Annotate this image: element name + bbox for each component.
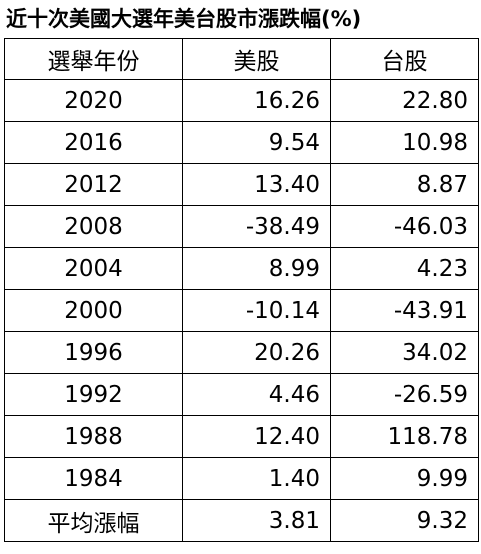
table-cell: 1.40 [182, 457, 331, 500]
table-row: 2012 13.40 8.87 [4, 163, 479, 206]
table-cell: -46.03 [330, 205, 479, 248]
header-cell: 選舉年份 [4, 38, 183, 80]
table-cell: 13.40 [182, 163, 331, 206]
table-cell: 9.54 [182, 121, 331, 164]
table-cell: 34.02 [330, 331, 479, 374]
table-cell: 118.78 [330, 415, 479, 458]
table-cell: 2012 [4, 163, 183, 206]
table-row: 1996 20.26 34.02 [4, 331, 479, 374]
table-cell: 2016 [4, 121, 183, 164]
table-row: 2000 -10.14 -43.91 [4, 289, 479, 332]
table-row: 1992 4.46 -26.59 [4, 373, 479, 416]
table-row: 2004 8.99 4.23 [4, 247, 479, 290]
table-body: 2020 16.26 22.80 2016 9.54 10.98 2012 13.40 8.87… [4, 79, 479, 542]
table-row: 2020 16.26 22.80 [4, 79, 479, 122]
table-cell: 2020 [4, 79, 183, 122]
table-cell: 8.87 [330, 163, 479, 206]
table-cell: 3.81 [182, 499, 331, 542]
table-row: 1984 1.40 9.99 [4, 457, 479, 500]
table-cell: 9.99 [330, 457, 479, 500]
header-cell: 美股 [182, 38, 331, 80]
table-cell: 22.80 [330, 79, 479, 122]
table-cell: 2000 [4, 289, 183, 332]
table-cell: 1992 [4, 373, 183, 416]
table-cell: -26.59 [330, 373, 479, 416]
table-row: 平均漲幅 3.81 9.32 [4, 499, 479, 542]
table-cell: -43.91 [330, 289, 479, 332]
table-row: 2008 -38.49 -46.03 [4, 205, 479, 248]
table-cell: 10.98 [330, 121, 479, 164]
table-cell: 9.32 [330, 499, 479, 542]
table-cell: 12.40 [182, 415, 331, 458]
header-row: 選舉年份 美股 台股 [4, 38, 479, 80]
table-cell: -38.49 [182, 205, 331, 248]
table-cell: 20.26 [182, 331, 331, 374]
header-cell: 台股 [330, 38, 479, 80]
table-cell: 8.99 [182, 247, 331, 290]
table-cell: 1984 [4, 457, 183, 500]
table-cell: 平均漲幅 [4, 499, 183, 542]
table-row: 1988 12.40 118.78 [4, 415, 479, 458]
table-cell: -10.14 [182, 289, 331, 332]
table-cell: 2004 [4, 247, 183, 290]
title: 近十次美國大選年美台股市漲跌幅(%) [6, 7, 362, 31]
table-cell: 4.46 [182, 373, 331, 416]
data-table: 選舉年份 美股 台股 2020 16.26 22.80 2016 9.54 10.98 2012… [4, 38, 479, 542]
table-cell: 1988 [4, 415, 183, 458]
table-cell: 2008 [4, 205, 183, 248]
table-cell: 16.26 [182, 79, 331, 122]
table-row: 2016 9.54 10.98 [4, 121, 479, 164]
table-cell: 4.23 [330, 247, 479, 290]
table-cell: 1996 [4, 331, 183, 374]
